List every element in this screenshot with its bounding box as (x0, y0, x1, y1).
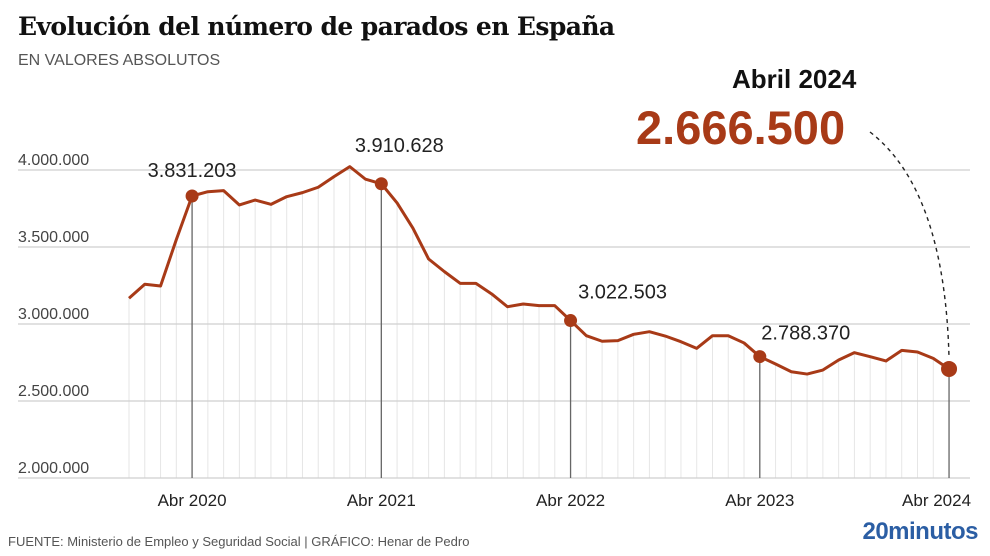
x-tick-label: Abr 2021 (347, 491, 416, 510)
y-tick-label: 2.500.000 (18, 383, 89, 400)
chart-subtitle: EN VALORES ABSOLUTOS (18, 52, 221, 69)
data-point-label: 3.022.503 (578, 282, 667, 304)
y-tick-label: 3.000.000 (18, 306, 89, 323)
data-point-label: 3.910.628 (355, 135, 444, 157)
data-point-marker (185, 189, 199, 203)
series-line-parados (128, 165, 950, 376)
x-tick-label: Abr 2022 (536, 491, 605, 510)
x-tick-label: Abr 2020 (158, 491, 227, 510)
data-point-marker (374, 177, 388, 191)
x-tick-label: Abr 2024 (902, 491, 971, 510)
x-tick-label: Abr 2023 (725, 491, 794, 510)
y-tick-label: 4.000.000 (18, 152, 89, 169)
brand-logo[interactable]: 20minutos (862, 518, 978, 545)
data-point-marker (564, 314, 578, 328)
data-point-marker (753, 350, 767, 364)
data-point-label: 2.788.370 (761, 323, 850, 345)
highlight-value: 2.666.500 (636, 101, 846, 154)
chart-title: Evolución del número de parados en Españ… (18, 12, 615, 41)
highlight-month: Abril 2024 (732, 64, 857, 94)
y-tick-label: 3.500.000 (18, 229, 89, 246)
data-point-label: 3.831.203 (148, 160, 237, 182)
data-point-marker (941, 360, 958, 377)
source-credit: FUENTE: Ministerio de Empleo y Seguridad… (8, 534, 470, 549)
highlight-connector (869, 131, 950, 359)
y-tick-label: 2.000.000 (18, 460, 89, 477)
